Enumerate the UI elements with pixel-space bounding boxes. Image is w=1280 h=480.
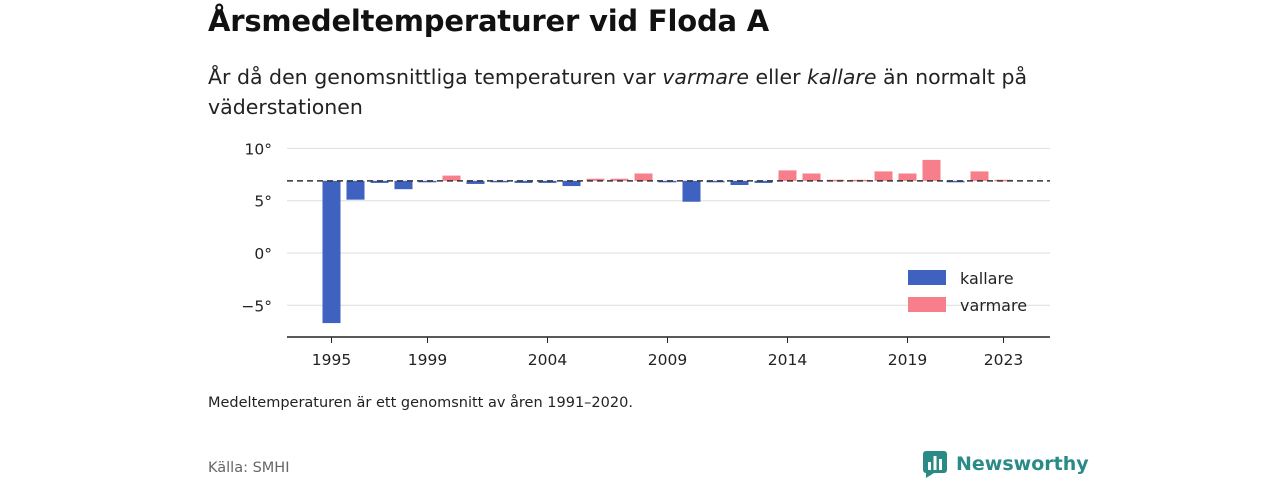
legend-swatch-warmer	[908, 297, 946, 312]
chart-logo-icon	[923, 451, 947, 478]
bar-warmer	[898, 173, 917, 181]
bar-warmer	[634, 173, 653, 181]
legend-swatch-colder	[908, 270, 946, 285]
bar-warmer	[778, 170, 797, 181]
bar-warmer	[970, 171, 989, 181]
bar-colder	[706, 180, 725, 183]
subtitle-part-2: eller	[748, 65, 808, 89]
bar-warmer	[874, 171, 893, 181]
axes: 1995 1999 2004 2009 2014 2019 2023	[287, 336, 1050, 369]
chart-title: Årsmedeltemperaturer vid Floda A	[208, 4, 770, 38]
x-tick-label: 2019	[888, 351, 927, 369]
y-tick-label: −5°	[241, 297, 272, 315]
x-tick-label: 2023	[984, 351, 1023, 369]
subtitle-part-3: än normalt på väderstationen	[208, 65, 1028, 119]
legend: kallare varmare	[908, 269, 1027, 315]
brand-name: Newsworthy	[956, 453, 1089, 475]
y-tick-label: 10°	[245, 140, 272, 158]
bar-warmer	[826, 179, 845, 182]
bar-colder	[394, 180, 413, 190]
bar-colder	[682, 180, 701, 202]
bar-colder	[562, 180, 581, 187]
bar-colder	[946, 180, 965, 183]
bar-warmer	[994, 179, 1013, 182]
y-tick-label: 0°	[254, 245, 272, 263]
chart-subtitle: År då den genomsnittliga temperaturen va…	[208, 62, 1068, 122]
source-label: Källa: SMHI	[208, 460, 290, 476]
x-tick-label: 1995	[312, 351, 351, 369]
legend-label-colder: kallare	[960, 269, 1014, 288]
bar-colder	[754, 180, 773, 183]
subtitle-word-warmer: varmare	[662, 65, 749, 89]
bar-warmer	[922, 159, 941, 181]
x-tick-label: 2009	[648, 351, 687, 369]
bar-colder	[514, 180, 533, 183]
x-tick-label: 2004	[528, 351, 567, 369]
gridlines: 10° 5° 0° −5°	[241, 140, 1050, 315]
bar-warmer	[610, 178, 629, 181]
bar-colder	[322, 180, 341, 324]
y-tick-label: 5°	[254, 193, 272, 211]
subtitle-word-colder: kallare	[807, 65, 877, 89]
bar-colder	[466, 180, 485, 184]
bar-colder	[370, 180, 389, 183]
bar-warmer	[586, 178, 605, 181]
chart-note: Medeltemperaturen är ett genomsnitt av å…	[208, 395, 633, 411]
bar-colder	[346, 180, 365, 200]
subtitle-part-1: År då den genomsnittliga temperaturen va…	[208, 65, 663, 89]
x-tick-label: 1999	[408, 351, 447, 369]
bars	[322, 159, 1013, 324]
bar-warmer	[802, 173, 821, 181]
x-tick-label: 2014	[768, 351, 807, 369]
bar-warmer	[442, 175, 461, 181]
bar-colder	[730, 180, 749, 186]
bar-colder	[538, 180, 557, 183]
newsworthy-logo: Newsworthy	[922, 450, 1089, 478]
legend-label-warmer: varmare	[960, 296, 1027, 315]
